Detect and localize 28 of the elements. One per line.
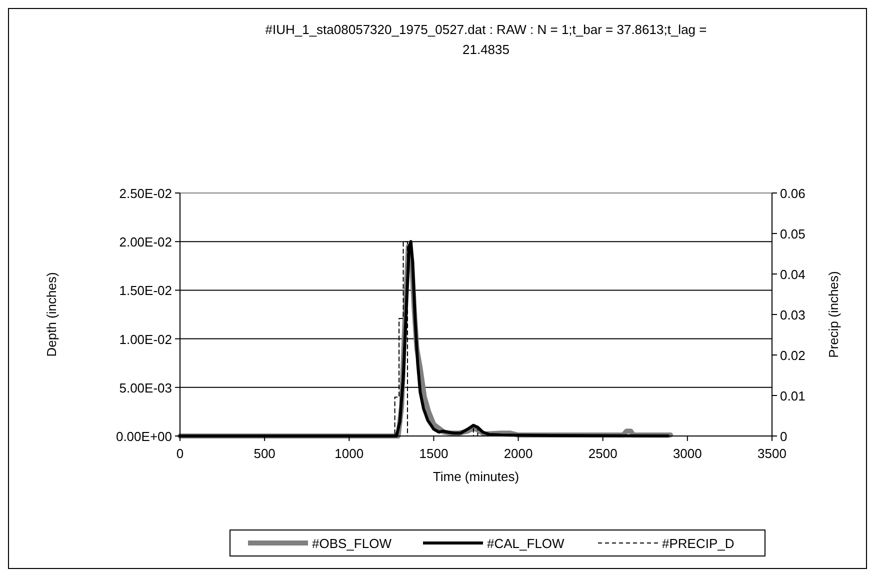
legend-label: #CAL_FLOW (487, 536, 566, 551)
y2-tick-label: 0.03 (780, 308, 806, 322)
x-tick-label: 3500 (758, 446, 786, 461)
y2-tick-label: 0.02 (780, 348, 806, 363)
x-tick-label: 2500 (588, 446, 618, 461)
y2-tick-label: 0 (780, 429, 788, 444)
y-tick-label: 0.00E+00 (116, 429, 172, 444)
y-axis-title: Depth (inches) (44, 272, 59, 357)
x-tick-label: 3000 (672, 446, 702, 461)
x-axis-title: Time (minutes) (432, 469, 520, 484)
chart-title: #IUH_1_sta08057320_1975_0527.dat : RAW : N = 1;t_bar = 37.8613;t_lag = 21.4835 (265, 22, 707, 57)
x-tick-label: 1000 (334, 446, 364, 461)
y-tick-label: 1.50E-02 (119, 283, 172, 298)
y-tick-label: 1.00E-02 (119, 332, 172, 347)
legend-label: #OBS_FLOW (312, 536, 392, 551)
y2-tick-label: 0.01 (780, 388, 806, 404)
x-tick-label: 1500 (419, 446, 448, 461)
y2-tick-label: 0.04 (780, 267, 806, 282)
x-tick-label: 0 (176, 446, 184, 461)
x-tick-label: 2000 (504, 446, 533, 461)
x-tick-label: 500 (254, 446, 276, 461)
y-tick-label: 2.50E-02 (119, 186, 172, 201)
y2-axis-title: Precip (inches) (826, 271, 841, 358)
y2-tick-label: 0.06 (780, 186, 806, 201)
y-tick-label: 5.00E-03 (119, 380, 172, 396)
legend-label: #PRECIP_D (662, 536, 734, 551)
y2-tick-label: 0.05 (780, 226, 806, 242)
y-tick-label: 2.00E-02 (119, 234, 172, 250)
